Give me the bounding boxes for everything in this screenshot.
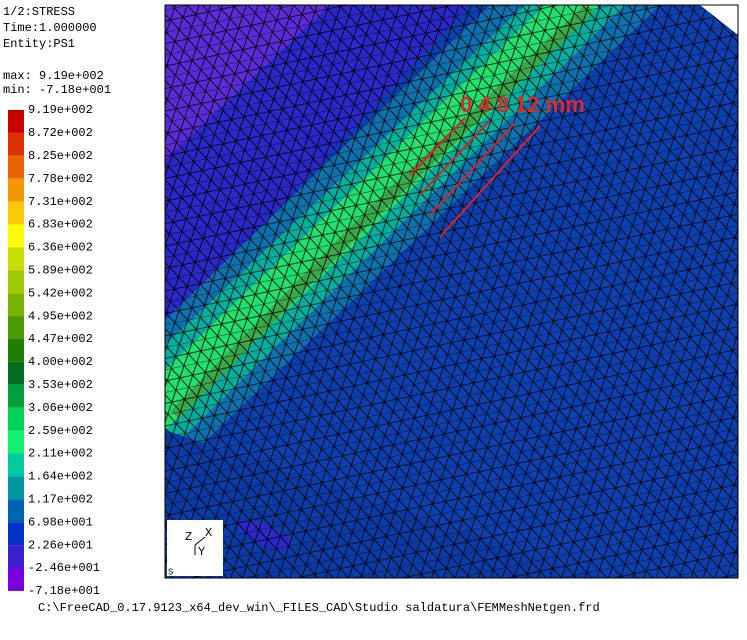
legend-label: -7.18e+001 — [28, 584, 100, 598]
mesh — [165, 5, 738, 578]
legend-label: 6.83e+002 — [28, 218, 93, 232]
legend-label: 4.47e+002 — [28, 332, 93, 346]
legend-swatch — [8, 270, 24, 294]
header-line: Entity:PS1 — [3, 37, 75, 51]
legend-swatch — [8, 316, 24, 339]
legend-label: 6.36e+002 — [28, 241, 93, 255]
legend-label: 7.78e+002 — [28, 172, 93, 186]
legend-swatch — [8, 155, 24, 179]
measure-lines — [409, 117, 541, 238]
max-label: max: 9.19e+002 — [3, 69, 104, 83]
legend-swatch — [8, 568, 24, 591]
legend-label: 2.59e+002 — [28, 424, 93, 438]
legend-label: 7.31e+002 — [28, 195, 93, 209]
triad-corner: S — [168, 567, 173, 577]
legend-swatch — [8, 339, 24, 362]
min-label: min: -7.18e+001 — [3, 83, 111, 97]
legend-label: 1.64e+002 — [28, 470, 93, 484]
legend-swatch — [8, 201, 24, 225]
legend-label: 2.26e+001 — [28, 538, 93, 552]
viewport: 0 4 8 12 mm — [165, 5, 738, 578]
legend-label: 1.17e+002 — [28, 492, 93, 506]
legend-label: 9.19e+002 — [28, 103, 93, 117]
legend-swatch — [8, 430, 24, 454]
legend-swatch — [8, 247, 24, 271]
legend-label: 8.72e+002 — [28, 126, 93, 140]
legend-label: 6.98e+001 — [28, 515, 93, 529]
file-path: C:\FreeCAD_0.17.9123_x64_dev_win\_FILES_… — [38, 601, 600, 615]
legend-swatch — [8, 293, 24, 317]
legend-swatch — [8, 224, 24, 248]
triad-x: X — [205, 526, 212, 540]
corner — [700, 5, 738, 35]
legend-label: 4.00e+002 — [28, 355, 93, 369]
triad-z: Z — [185, 530, 192, 544]
legend-swatch — [8, 407, 24, 431]
legend-swatch — [8, 178, 24, 202]
legend-swatch — [8, 361, 24, 385]
legend-swatch — [8, 384, 24, 408]
legend-swatch — [8, 476, 24, 500]
header-line: Time:1.000000 — [3, 21, 97, 35]
legend-label: 5.42e+002 — [28, 286, 93, 300]
legend-swatch — [8, 110, 24, 133]
legend-swatch — [8, 453, 24, 477]
triad: Z X Y S — [168, 526, 212, 577]
legend-label: 4.95e+002 — [28, 309, 93, 323]
legend-label: 3.06e+002 — [28, 401, 93, 415]
triad-y: Y — [198, 545, 205, 559]
legend-label: 5.89e+002 — [28, 263, 93, 277]
legend-swatch — [8, 499, 24, 523]
legend-swatch — [8, 522, 24, 546]
header-line: 1/2:STRESS — [3, 5, 75, 19]
measure-label: 0 4 8 12 mm — [460, 92, 585, 117]
legend-swatch — [8, 545, 24, 568]
legend-label: 8.25e+002 — [28, 149, 93, 163]
legend-label: 3.53e+002 — [28, 378, 93, 392]
viewport-frame — [164, 4, 739, 579]
legend-label: 2.11e+002 — [28, 447, 93, 461]
legend-swatch — [8, 132, 24, 156]
legend-label: -2.46e+001 — [28, 561, 100, 575]
